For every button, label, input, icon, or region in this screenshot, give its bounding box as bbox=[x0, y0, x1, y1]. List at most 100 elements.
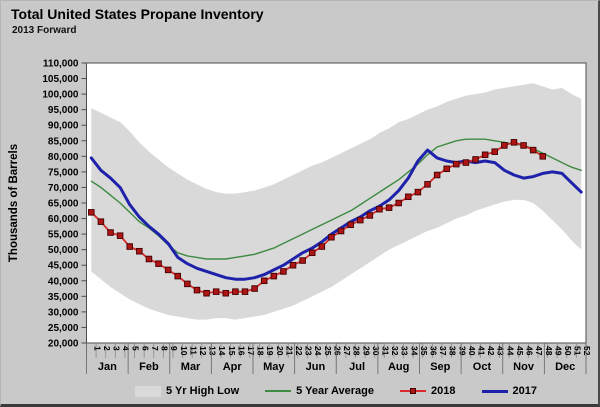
chart-canvas: 20,000 25,000 30,000 35,000 40,000 45,000 50,0… bbox=[8, 59, 592, 374]
svg-text:34: 34 bbox=[409, 346, 419, 356]
svg-text:27: 27 bbox=[342, 346, 352, 356]
svg-text:70,000: 70,000 bbox=[48, 183, 79, 194]
svg-text:20: 20 bbox=[275, 346, 285, 356]
svg-text:3: 3 bbox=[112, 346, 122, 351]
svg-text:30: 30 bbox=[371, 346, 381, 356]
svg-text:Mar: Mar bbox=[181, 361, 201, 373]
svg-text:55,000: 55,000 bbox=[48, 230, 79, 241]
svg-text:24: 24 bbox=[313, 346, 323, 356]
svg-text:Nov: Nov bbox=[513, 361, 535, 373]
svg-text:30,000: 30,000 bbox=[48, 307, 79, 318]
y-axis: 20,000 25,000 30,000 35,000 40,000 45,000 50,0… bbox=[42, 59, 87, 350]
svg-text:43: 43 bbox=[496, 346, 506, 356]
svg-text:22: 22 bbox=[294, 346, 304, 356]
svg-text:Apr: Apr bbox=[223, 361, 243, 373]
svg-text:Jun: Jun bbox=[306, 361, 326, 373]
svg-text:42: 42 bbox=[486, 346, 496, 356]
svg-text:95,000: 95,000 bbox=[48, 105, 79, 116]
svg-text:17: 17 bbox=[246, 346, 256, 356]
svg-text:38: 38 bbox=[448, 346, 458, 356]
svg-text:105,000: 105,000 bbox=[42, 74, 79, 85]
legend-item-high-low: 5 Yr High Low bbox=[135, 385, 239, 397]
svg-text:13: 13 bbox=[208, 346, 218, 356]
svg-text:51: 51 bbox=[573, 346, 583, 356]
legend-item-2017: 2017 bbox=[481, 385, 537, 397]
svg-text:100,000: 100,000 bbox=[42, 90, 79, 101]
chart-legend: 5 Yr High Low 5 Year Average 2018 2017 bbox=[86, 381, 586, 401]
y-axis-title: Thousands of Barrels bbox=[8, 144, 20, 262]
legend-label: 5 Year Average bbox=[296, 385, 375, 397]
svg-text:39: 39 bbox=[457, 346, 467, 356]
svg-text:75,000: 75,000 bbox=[48, 167, 79, 178]
svg-text:45: 45 bbox=[515, 346, 525, 356]
svg-text:19: 19 bbox=[265, 346, 275, 356]
svg-text:Feb: Feb bbox=[139, 361, 159, 373]
svg-text:4: 4 bbox=[121, 346, 131, 351]
svg-text:May: May bbox=[263, 361, 285, 373]
x-axis: 1 2 3 4 5 6 7 8 9 10 11 12 13 14 15 16 17 18 19 20 21 22 23 24 2… bbox=[86, 342, 592, 358]
svg-text:1: 1 bbox=[92, 346, 102, 351]
svg-text:Aug: Aug bbox=[388, 361, 409, 373]
high-low-band-area bbox=[91, 83, 582, 320]
svg-text:26: 26 bbox=[332, 346, 342, 356]
band-swatch-icon bbox=[135, 385, 161, 397]
svg-text:12: 12 bbox=[198, 346, 208, 356]
svg-text:10: 10 bbox=[179, 346, 189, 356]
svg-text:32: 32 bbox=[390, 346, 400, 356]
svg-text:9: 9 bbox=[169, 346, 179, 351]
svg-text:50,000: 50,000 bbox=[48, 245, 79, 256]
svg-text:14: 14 bbox=[217, 346, 227, 356]
svg-text:40: 40 bbox=[467, 346, 477, 356]
svg-text:45,000: 45,000 bbox=[48, 261, 79, 272]
legend-label: 2017 bbox=[512, 385, 537, 397]
svg-text:2: 2 bbox=[102, 346, 112, 351]
legend-item-2018: 2018 bbox=[400, 385, 456, 397]
svg-text:21: 21 bbox=[284, 346, 294, 356]
x-axis-months: Jan Feb Mar Apr May Jun Jul Aug Sep Oct Nov Dec bbox=[86, 343, 587, 374]
svg-text:40,000: 40,000 bbox=[48, 276, 79, 287]
svg-text:50: 50 bbox=[563, 346, 573, 356]
svg-text:46: 46 bbox=[525, 346, 535, 356]
svg-text:52: 52 bbox=[582, 346, 592, 356]
series-2018-markers bbox=[88, 139, 547, 297]
svg-text:Oct: Oct bbox=[473, 361, 492, 373]
svg-text:25,000: 25,000 bbox=[48, 323, 79, 334]
legend-item-5yr-average: 5 Year Average bbox=[265, 385, 374, 397]
svg-text:6: 6 bbox=[140, 346, 150, 351]
svg-text:Jan: Jan bbox=[98, 361, 117, 373]
avg-line-swatch-icon bbox=[265, 390, 292, 392]
svg-text:23: 23 bbox=[304, 346, 314, 356]
svg-text:15: 15 bbox=[227, 346, 237, 356]
svg-text:16: 16 bbox=[236, 346, 246, 356]
chart-subtitle: 2013 Forward bbox=[12, 25, 77, 36]
chart-title: Total United States Propane Inventory bbox=[11, 6, 264, 22]
svg-text:48: 48 bbox=[544, 346, 554, 356]
svg-text:5: 5 bbox=[131, 346, 141, 351]
svg-text:33: 33 bbox=[400, 346, 410, 356]
legend-label: 2018 bbox=[431, 385, 456, 397]
svg-text:Dec: Dec bbox=[555, 361, 575, 373]
svg-text:7: 7 bbox=[150, 346, 160, 351]
series-2018-swatch-icon bbox=[400, 388, 427, 394]
svg-text:85,000: 85,000 bbox=[48, 136, 79, 147]
svg-text:110,000: 110,000 bbox=[43, 59, 79, 70]
svg-text:47: 47 bbox=[534, 346, 544, 356]
svg-text:90,000: 90,000 bbox=[48, 121, 79, 132]
svg-text:37: 37 bbox=[438, 346, 448, 356]
svg-text:25: 25 bbox=[323, 346, 333, 356]
svg-text:29: 29 bbox=[361, 346, 371, 356]
svg-text:28: 28 bbox=[352, 346, 362, 356]
svg-text:35,000: 35,000 bbox=[48, 292, 79, 303]
series-2017-line bbox=[89, 148, 583, 281]
svg-text:60,000: 60,000 bbox=[48, 214, 79, 225]
svg-text:20,000: 20,000 bbox=[48, 339, 79, 350]
svg-text:18: 18 bbox=[256, 346, 266, 356]
svg-text:11: 11 bbox=[188, 346, 198, 355]
svg-text:80,000: 80,000 bbox=[48, 152, 79, 163]
svg-text:44: 44 bbox=[505, 346, 515, 356]
svg-text:41: 41 bbox=[477, 346, 487, 356]
legend-label: 5 Yr High Low bbox=[166, 385, 240, 397]
svg-text:Jul: Jul bbox=[349, 361, 365, 373]
svg-text:65,000: 65,000 bbox=[48, 199, 79, 210]
